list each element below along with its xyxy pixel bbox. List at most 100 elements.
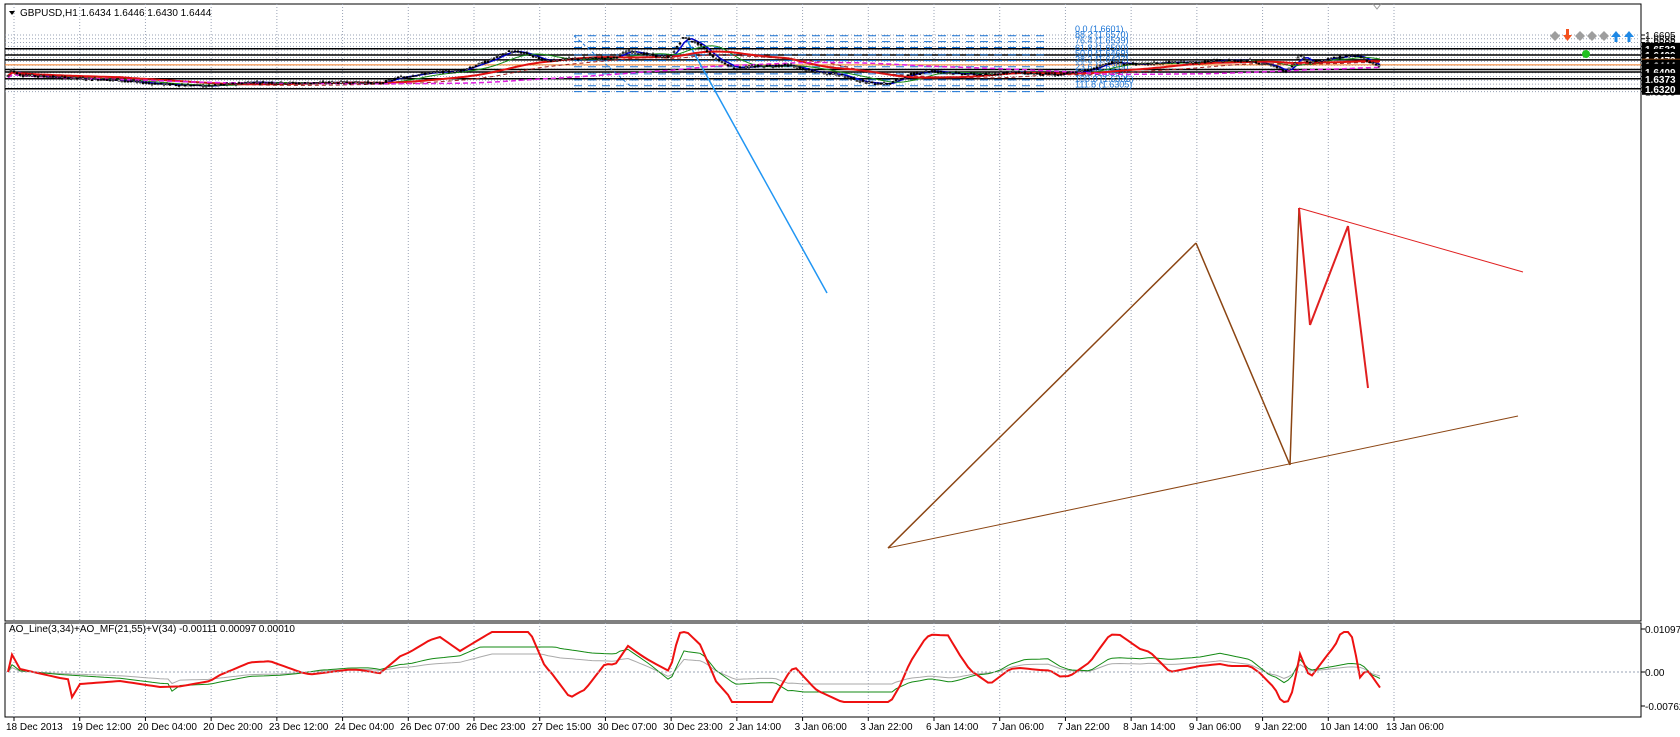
candle-body [615, 56, 619, 59]
candle-body [1023, 71, 1027, 75]
red-triangle-line[interactable] [1309, 225, 1349, 326]
candle-body [1350, 55, 1354, 57]
brown-zigzag-line[interactable] [1289, 207, 1300, 466]
candle-body [1185, 62, 1189, 65]
candle-body [408, 76, 412, 78]
time-axis[interactable]: 18 Dec 2013 19 Dec 12:00 20 Dec 04:00 20 De… [6, 717, 1444, 733]
time-label: 3 Jan 06:00 [795, 722, 848, 732]
candle-body [969, 72, 973, 75]
trend-lines[interactable] [687, 41, 1524, 549]
candle-body [90, 79, 94, 82]
gray-diamond-icon[interactable] [1599, 31, 1609, 41]
candle-body [180, 84, 184, 87]
candle-body [465, 68, 469, 71]
candle-body [138, 80, 142, 83]
candle-body [780, 65, 784, 67]
candle-body [567, 57, 571, 60]
candle-body [1227, 59, 1231, 62]
candle-body [426, 72, 430, 75]
candle-body [297, 82, 301, 85]
candle-body [1038, 72, 1042, 75]
gray-diamond-icon[interactable] [1550, 31, 1560, 41]
candle-body [558, 59, 562, 61]
candle-body [1032, 73, 1036, 75]
price-level-label: 1.6373 [1645, 75, 1676, 86]
candle-body [477, 62, 481, 66]
candle-body [690, 40, 694, 43]
chart-menu-triangle-icon[interactable] [9, 11, 15, 15]
candle-body [153, 82, 157, 85]
brown-zigzag-line[interactable] [887, 242, 1197, 549]
candle-body [456, 70, 460, 73]
blue-up-arrow-icon[interactable] [1624, 31, 1634, 42]
candle-body [63, 76, 67, 79]
candle-body [693, 41, 697, 43]
candle-body [363, 82, 367, 85]
candle-body [924, 70, 928, 73]
candle-body [639, 53, 643, 55]
candle-body [351, 81, 355, 84]
candle-body [1365, 59, 1369, 62]
candle-body [1233, 60, 1237, 62]
candle-body [876, 83, 880, 86]
candle-body [966, 73, 970, 76]
ma-slow-dashed-line [7, 54, 1381, 86]
red-down-arrow-icon[interactable] [1563, 29, 1572, 41]
red-triangle-line[interactable] [1347, 225, 1369, 389]
candle-body [57, 77, 61, 80]
scroll-marker-icon[interactable] [1372, 3, 1382, 10]
candle-body [1374, 64, 1378, 66]
candle-body [1050, 73, 1054, 76]
candle-body [318, 81, 322, 84]
candle-body [1068, 72, 1072, 74]
indicator-tick-label: 0.01097 [1645, 625, 1680, 636]
candle-body [423, 72, 427, 75]
candle-body [81, 77, 85, 80]
candle-body [786, 64, 790, 67]
fibonacci-retracement[interactable]: 0.0 (1.6601)88.2 (1.6570)76.4 (1.6539)61… [573, 24, 1134, 93]
brown-support-line[interactable] [887, 415, 1519, 549]
candle-body [1011, 70, 1015, 73]
fib-level-label: 88.2 (1.6570) [1075, 30, 1129, 40]
candle-body [771, 66, 775, 68]
blue-trend-line[interactable] [687, 41, 828, 294]
candle-body [762, 66, 766, 69]
candle-body [1191, 61, 1195, 64]
candle-body [1125, 63, 1129, 65]
candle-body [1320, 59, 1324, 62]
candle-body [309, 82, 313, 85]
candle-body [1341, 56, 1345, 59]
signal-icons[interactable] [1550, 29, 1634, 58]
candle-body [27, 74, 31, 77]
brown-zigzag-line[interactable] [1195, 242, 1291, 466]
candle-body [315, 82, 319, 84]
candle-body [825, 72, 829, 75]
candle-body [699, 43, 703, 46]
red-triangle-line[interactable] [1298, 207, 1311, 326]
price-axis[interactable]: 1.66051.65851.65651.65451.65251.65051.64… [1641, 31, 1680, 99]
candle-body [1017, 71, 1021, 73]
candle-body [222, 84, 226, 86]
candle-body [1110, 61, 1114, 64]
gray-diamond-icon[interactable] [1587, 31, 1597, 41]
blue-up-arrow-icon[interactable] [1611, 31, 1621, 42]
indicator-axis: 0.01097 0.00 -0.00762 [5, 625, 1680, 713]
main-chart-frame [4, 3, 1642, 622]
candle-body [30, 74, 34, 77]
candle-body [513, 50, 517, 53]
candle-body [192, 84, 196, 87]
candle-body [954, 72, 958, 74]
candle-body [1020, 72, 1024, 74]
candle-body [756, 64, 760, 67]
candle-body [378, 82, 382, 85]
candle-body [576, 58, 580, 60]
horizontal-lines[interactable] [5, 48, 1641, 90]
candle-body [906, 74, 910, 76]
red-resistance-line[interactable] [1298, 207, 1524, 273]
candle-body [1173, 61, 1177, 64]
candle-body [1281, 69, 1285, 72]
candle-body [627, 49, 631, 52]
gray-diamond-icon[interactable] [1575, 31, 1585, 41]
